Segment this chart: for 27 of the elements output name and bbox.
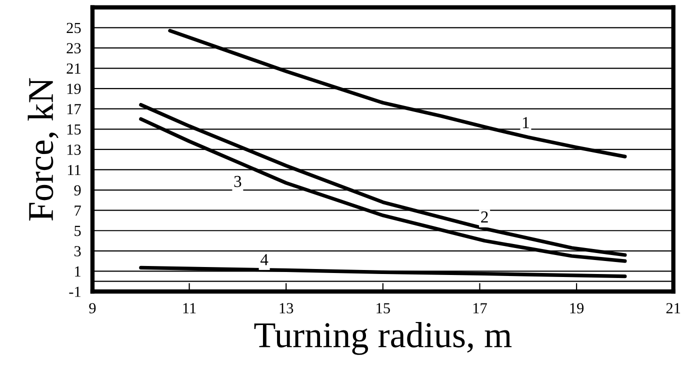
y-tick-label: 15 xyxy=(67,124,81,135)
y-tick-label: 9 xyxy=(74,185,81,196)
y-tick-label: 23 xyxy=(66,43,81,54)
y-tick-label: 21 xyxy=(66,63,80,74)
y-tick-label: 19 xyxy=(67,84,81,94)
x-tick-label: 13 xyxy=(280,303,294,314)
y-tick-label: 11 xyxy=(68,164,80,176)
y-tick-label: 17 xyxy=(67,104,81,114)
x-tick-label: 17 xyxy=(473,303,487,314)
annotation: 2 xyxy=(481,211,488,222)
x-tick-label: 21 xyxy=(666,303,680,314)
x-tick-label: 11 xyxy=(183,303,196,314)
x-axis-title: Turning radius, m xyxy=(254,322,512,355)
y-tick-label: -1 xyxy=(69,286,80,297)
y-tick-label: 7 xyxy=(74,206,81,216)
y-tick-label: 25 xyxy=(66,22,81,34)
y-tick-label: 5 xyxy=(74,226,81,236)
y-tick-label: 3 xyxy=(74,246,81,256)
y-tick-label: 1 xyxy=(75,266,80,277)
x-tick-label: 15 xyxy=(376,303,390,314)
annotation: 1 xyxy=(523,117,529,128)
annotation: 3 xyxy=(234,176,242,188)
y-tick-label: 13 xyxy=(67,144,81,155)
annotation: 4 xyxy=(260,254,268,266)
x-tick-label: 9 xyxy=(89,303,96,314)
y-axis-title: Force, kN xyxy=(28,78,58,221)
x-tick-label: 19 xyxy=(570,303,584,314)
